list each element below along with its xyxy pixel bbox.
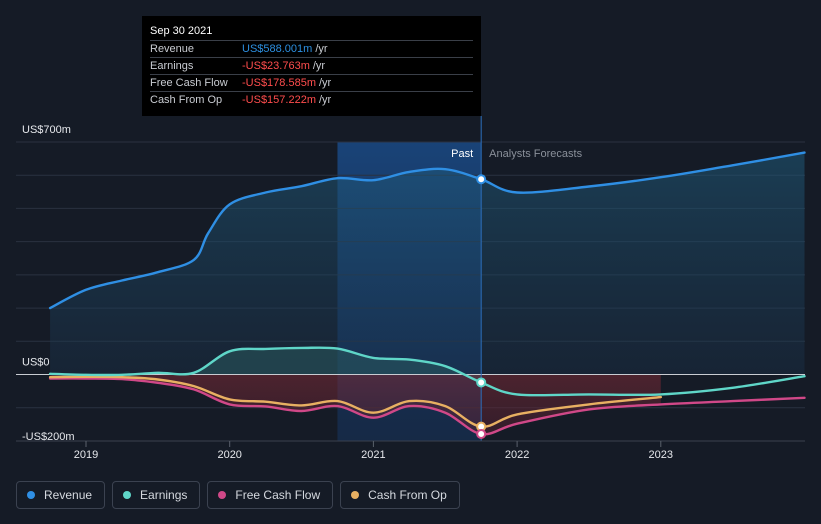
revenue-marker — [476, 174, 487, 185]
x-tick-label: 2023 — [649, 449, 673, 461]
tooltip-value: -US$23.763m — [242, 60, 310, 72]
legend-item-earnings[interactable]: Earnings — [112, 481, 201, 509]
x-tick-label: 2021 — [361, 449, 385, 461]
tooltip-unit: /yr — [319, 94, 332, 106]
tooltip-unit: /yr — [319, 77, 332, 89]
tooltip-value: US$588.001m — [242, 43, 313, 55]
legend-item-free-cash-flow[interactable]: Free Cash Flow — [207, 481, 334, 509]
legend-item-revenue[interactable]: Revenue — [16, 481, 106, 509]
tooltip-label: Free Cash Flow — [150, 77, 228, 89]
tooltip-row-cash-from-op: Cash From Op -US$157.222m /yr — [150, 91, 473, 108]
x-tick-label: 2019 — [74, 449, 98, 461]
legend-label: Cash From Op — [368, 488, 447, 502]
y-tick-label: US$0 — [22, 357, 50, 369]
tooltip-unit: /yr — [315, 43, 328, 55]
legend-dot-icon — [27, 491, 35, 499]
earnings-line — [48, 346, 806, 397]
tooltip-label: Cash From Op — [150, 94, 223, 106]
past-label: Past — [451, 148, 473, 160]
cash-from-op-line — [48, 375, 662, 428]
tooltip-label: Revenue — [150, 43, 195, 55]
free-cash-flow-line — [48, 377, 806, 436]
tooltip-row-earnings: Earnings -US$23.763m /yr — [150, 57, 473, 74]
tooltip-value: -US$157.222m — [242, 94, 316, 106]
forecast-label: Analysts Forecasts — [489, 148, 582, 160]
tooltip-unit: /yr — [312, 60, 326, 72]
legend: Revenue Earnings Free Cash Flow Cash Fro… — [16, 481, 460, 509]
legend-dot-icon — [351, 491, 360, 499]
revenue-area — [50, 152, 805, 375]
y-tick-label: US$700m — [22, 124, 71, 136]
tooltip-value: -US$178.585m — [242, 77, 316, 89]
y-tick-label: -US$200m — [22, 431, 75, 443]
x-tick-label: 2020 — [217, 449, 241, 461]
legend-dot-icon — [218, 491, 227, 499]
x-tick-label: 2022 — [505, 449, 529, 461]
tooltip-row-free-cash-flow: Free Cash Flow -US$178.585m /yr — [150, 74, 473, 91]
tooltip-row-revenue: Revenue US$588.001m /yr — [150, 40, 473, 57]
revenue-line — [48, 151, 806, 310]
tooltip-date: Sep 30 2021 — [150, 25, 213, 37]
free-cash-flow-marker — [476, 428, 487, 439]
legend-label: Free Cash Flow — [235, 488, 321, 502]
legend-dot-icon — [123, 491, 132, 499]
legend-label: Revenue — [44, 488, 93, 502]
legend-label: Earnings — [140, 488, 188, 502]
tooltip-label: Earnings — [150, 60, 194, 72]
chart: US$700m US$0 -US$200m 2019 2020 2021 2022 2023 P… — [16, 116, 806, 461]
earnings-marker — [476, 377, 487, 388]
legend-item-cash-from-op[interactable]: Cash From Op — [340, 481, 460, 509]
tooltip: Sep 30 2021 Revenue US$588.001m /yr Earn… — [142, 16, 481, 116]
